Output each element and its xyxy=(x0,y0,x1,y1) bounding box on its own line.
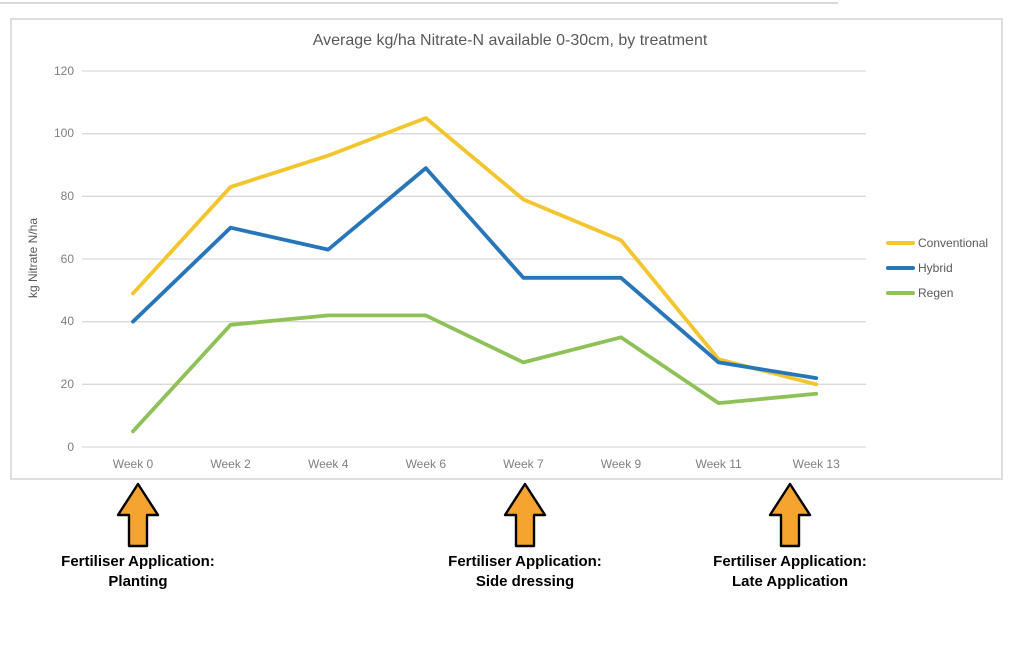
y-tick-label: 100 xyxy=(53,126,74,141)
x-tick-label: Week 7 xyxy=(503,457,544,471)
annotation-subtitle: Side dressing xyxy=(475,573,575,590)
annotation-title: Fertiliser Application: xyxy=(448,553,602,570)
y-tick-label: 20 xyxy=(60,376,74,391)
conventional-line-swatch-icon xyxy=(886,241,915,245)
y-tick-label: 40 xyxy=(60,314,74,329)
legend-item-hybrid: Hybrid xyxy=(886,261,988,275)
annotation-side-dressing: Fertiliser Application: Side dressing xyxy=(405,482,645,592)
chart-legend: Conventional Hybrid Regen xyxy=(886,236,988,311)
hybrid-line-swatch-icon xyxy=(886,266,915,270)
chart-frame xyxy=(10,18,1003,480)
y-tick-label: 80 xyxy=(60,188,74,203)
x-tick-label: Week 4 xyxy=(307,457,349,471)
annotation-planting: Fertiliser Application: Planting xyxy=(18,482,258,592)
annotation-subtitle: Planting xyxy=(108,573,168,590)
up-arrow-icon xyxy=(670,482,910,548)
x-tick-label: Week 9 xyxy=(600,457,642,471)
up-arrow-icon xyxy=(18,482,258,548)
x-tick-label: Week 13 xyxy=(792,457,840,471)
y-tick-label: 120 xyxy=(53,63,74,78)
x-tick-label: Week 0 xyxy=(112,457,154,471)
annotation-late-application: Fertiliser Application: Late Application xyxy=(670,482,910,592)
x-tick-label: Week 2 xyxy=(210,457,251,471)
y-tick-label: 0 xyxy=(67,439,74,454)
legend-label: Regen xyxy=(918,286,954,300)
x-tick-label: Week 11 xyxy=(695,457,742,471)
y-tick-label: 60 xyxy=(60,251,74,266)
annotation-subtitle: Late Application xyxy=(731,573,849,590)
legend-label: Hybrid xyxy=(918,261,953,275)
legend-item-conventional: Conventional xyxy=(886,236,988,250)
legend-item-regen: Regen xyxy=(886,286,988,300)
x-tick-label: Week 6 xyxy=(405,457,447,471)
annotation-title: Fertiliser Application: xyxy=(713,553,867,570)
chart-title: Average kg/ha Nitrate-N available 0-30cm… xyxy=(312,32,708,49)
legend-label: Conventional xyxy=(918,236,989,250)
page-top-rule xyxy=(0,2,838,4)
up-arrow-icon xyxy=(405,482,645,548)
regen-line-swatch-icon xyxy=(886,291,915,295)
annotation-title: Fertiliser Application: xyxy=(61,553,215,570)
